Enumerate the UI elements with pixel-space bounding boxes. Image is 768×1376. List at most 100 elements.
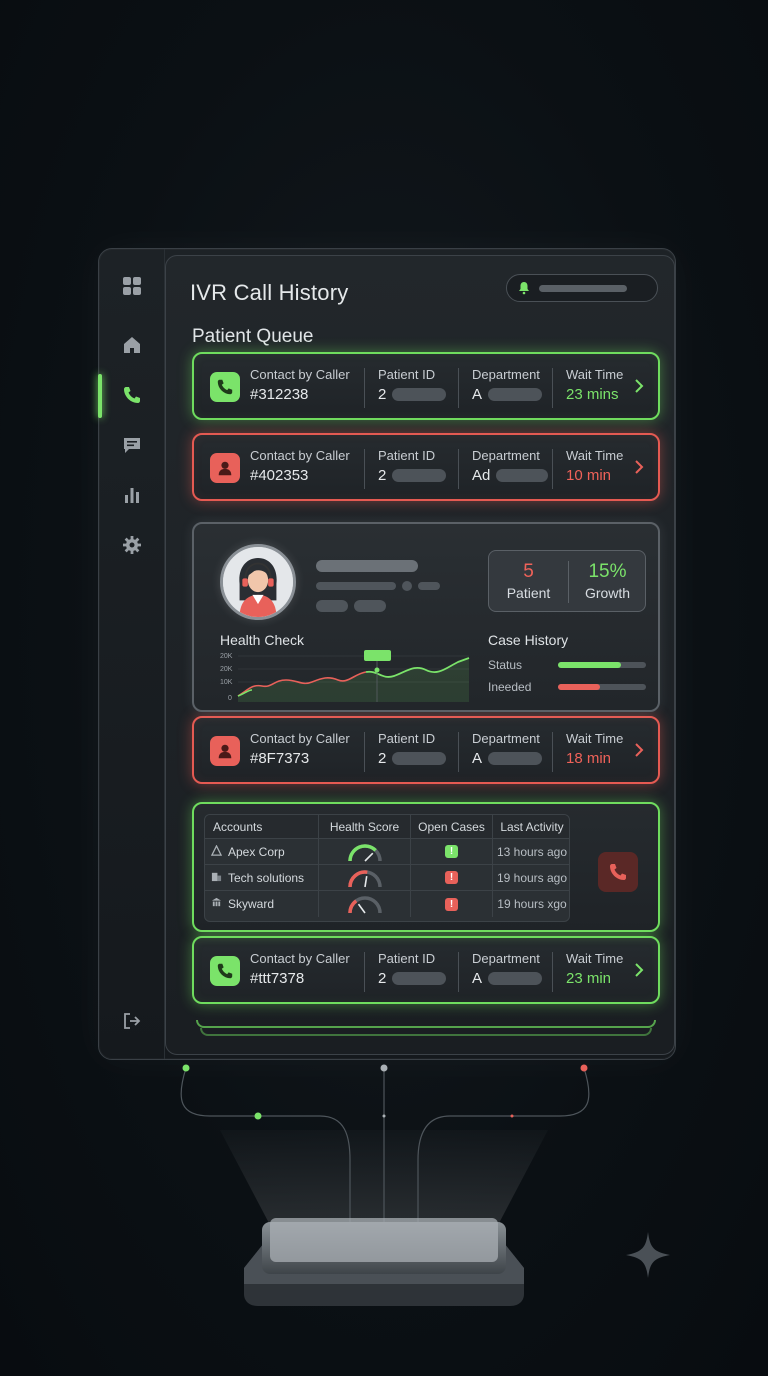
queue-card[interactable]: Contact by Caller #402353 Patient ID 2 Depar… xyxy=(192,433,660,501)
column-divider xyxy=(552,449,553,489)
wait-value: 23 min xyxy=(566,970,612,987)
open-cases-cell: ! xyxy=(411,865,493,890)
health-score-cell xyxy=(319,865,411,890)
case-status-bar xyxy=(558,662,646,668)
case-status-fill xyxy=(558,662,622,668)
tag-placeholder xyxy=(316,600,348,612)
account-name: Skyward xyxy=(228,897,275,911)
chevron-right-icon[interactable] xyxy=(632,457,646,477)
patient-value: 2 xyxy=(378,970,447,987)
main-panel: IVR Call History Patient Queue Contact b… xyxy=(165,255,675,1055)
column-divider xyxy=(552,732,553,772)
patient-column: Patient ID 2 xyxy=(378,448,447,484)
contact-label: Contact by Caller xyxy=(250,731,350,746)
last-activity-cell: 19 hours ago xyxy=(496,870,568,885)
contact-value: #8F7373 xyxy=(250,750,310,767)
column-divider xyxy=(458,952,459,992)
phone-icon xyxy=(210,372,240,402)
department-placeholder xyxy=(488,388,543,401)
patient-label: Patient ID xyxy=(378,367,436,382)
wait-column: Wait Time 10 min xyxy=(566,448,623,484)
analytics-icon[interactable] xyxy=(120,483,144,507)
column-divider xyxy=(458,449,459,489)
active-nav-indicator xyxy=(98,374,102,418)
settings-gear-icon[interactable] xyxy=(120,533,144,557)
account-cell: Apex Corp xyxy=(205,839,319,864)
patient-column: Patient ID 2 xyxy=(378,951,447,987)
department-label: Department xyxy=(472,367,540,382)
phone-nav-icon[interactable] xyxy=(120,383,144,407)
health-score-cell xyxy=(319,839,411,864)
health-gauge xyxy=(347,869,382,887)
y-tick: 10K xyxy=(220,679,233,686)
patient-label: Patient ID xyxy=(378,448,436,463)
notification-placeholder xyxy=(539,285,627,292)
case-needed-bar xyxy=(558,684,646,690)
section-title: Patient Queue xyxy=(192,326,314,347)
queue-card[interactable]: Contact by Caller #312238 Patient ID 2 Depar… xyxy=(192,352,660,420)
patient-label: Patient ID xyxy=(378,731,436,746)
user-icon xyxy=(210,453,240,483)
card-stack-edge xyxy=(196,1020,656,1028)
contact-label: Contact by Caller xyxy=(250,448,350,463)
logout-icon[interactable] xyxy=(120,1009,144,1033)
accounts-table: Accounts Health Score Open Cases Last Ac… xyxy=(204,814,570,922)
wait-label: Wait Time xyxy=(566,448,624,463)
health-gauge xyxy=(347,896,382,914)
apps-grid-icon[interactable] xyxy=(120,274,144,298)
chat-icon[interactable] xyxy=(120,433,144,457)
patient-count: 5 xyxy=(523,561,534,582)
alert-flag-icon: ! xyxy=(445,871,458,884)
stat-divider xyxy=(568,561,569,603)
chevron-right-icon[interactable] xyxy=(632,376,646,396)
department-id-value: A xyxy=(472,970,483,987)
patient-profile-card[interactable]: 5 Patient 15% Growth Health Check 20K 20… xyxy=(192,522,660,712)
table-row[interactable]: Tech solutions! 19 hours ago xyxy=(205,865,569,891)
alert-flag-icon: ! xyxy=(445,897,458,911)
contact-label: Contact by Caller xyxy=(250,367,350,382)
wait-label: Wait Time xyxy=(566,367,624,382)
wait-value: 10 min xyxy=(566,467,612,484)
sidebar xyxy=(98,249,165,1059)
growth-stat: 15% Growth xyxy=(568,561,647,601)
contact-value: #312238 xyxy=(250,386,309,403)
patient-value: 2 xyxy=(378,386,447,403)
ivr-device-frame: IVR Call History Patient Queue Contact b… xyxy=(98,248,676,1060)
case-needed-fill xyxy=(558,684,601,690)
table-row[interactable]: Skyward! 19 hours xgo xyxy=(205,891,569,917)
table-row[interactable]: Apex Corp! 13 hours ago xyxy=(205,839,569,865)
queue-card[interactable]: Contact by Caller #8F7373 Patient ID 2 Depar… xyxy=(192,716,660,784)
y-tick: 20K xyxy=(220,666,233,673)
patient-column: Patient ID 2 xyxy=(378,367,447,403)
column-divider xyxy=(458,732,459,772)
health-check-title: Health Check xyxy=(220,632,305,648)
department-column: Department A xyxy=(472,731,543,767)
growth-value: 15% xyxy=(588,561,627,582)
phone-icon xyxy=(610,864,626,880)
queue-card[interactable]: Contact by Caller #ttt7378 Patient ID 2 Depa… xyxy=(192,936,660,1004)
patient-id-value: 2 xyxy=(378,467,387,484)
chevron-right-icon[interactable] xyxy=(632,960,646,980)
account-name: Tech solutions xyxy=(228,870,305,885)
department-placeholder xyxy=(488,972,543,985)
patient-stat: 5 Patient xyxy=(489,561,568,601)
notification-bar[interactable] xyxy=(506,274,658,302)
detail-placeholder xyxy=(418,582,440,590)
column-divider xyxy=(458,368,459,408)
department-placeholder xyxy=(496,469,549,482)
header-last-activity: Last Activity xyxy=(500,819,564,834)
call-button[interactable] xyxy=(598,852,638,892)
projector-base xyxy=(180,1064,670,1306)
department-placeholder xyxy=(488,752,543,765)
contact-column: Contact by Caller #312238 xyxy=(250,367,350,403)
chevron-right-icon[interactable] xyxy=(632,740,646,760)
home-icon[interactable] xyxy=(120,333,144,357)
patient-id-placeholder xyxy=(392,752,447,765)
department-column: Department Ad xyxy=(472,448,549,484)
sparkle-icon xyxy=(626,1232,670,1278)
wait-column: Wait Time 23 min xyxy=(566,951,623,987)
contact-column: Contact by Caller #402353 xyxy=(250,448,350,484)
building-icon xyxy=(205,871,228,885)
column-divider xyxy=(364,449,365,489)
accounts-card: Accounts Health Score Open Cases Last Ac… xyxy=(192,802,660,932)
